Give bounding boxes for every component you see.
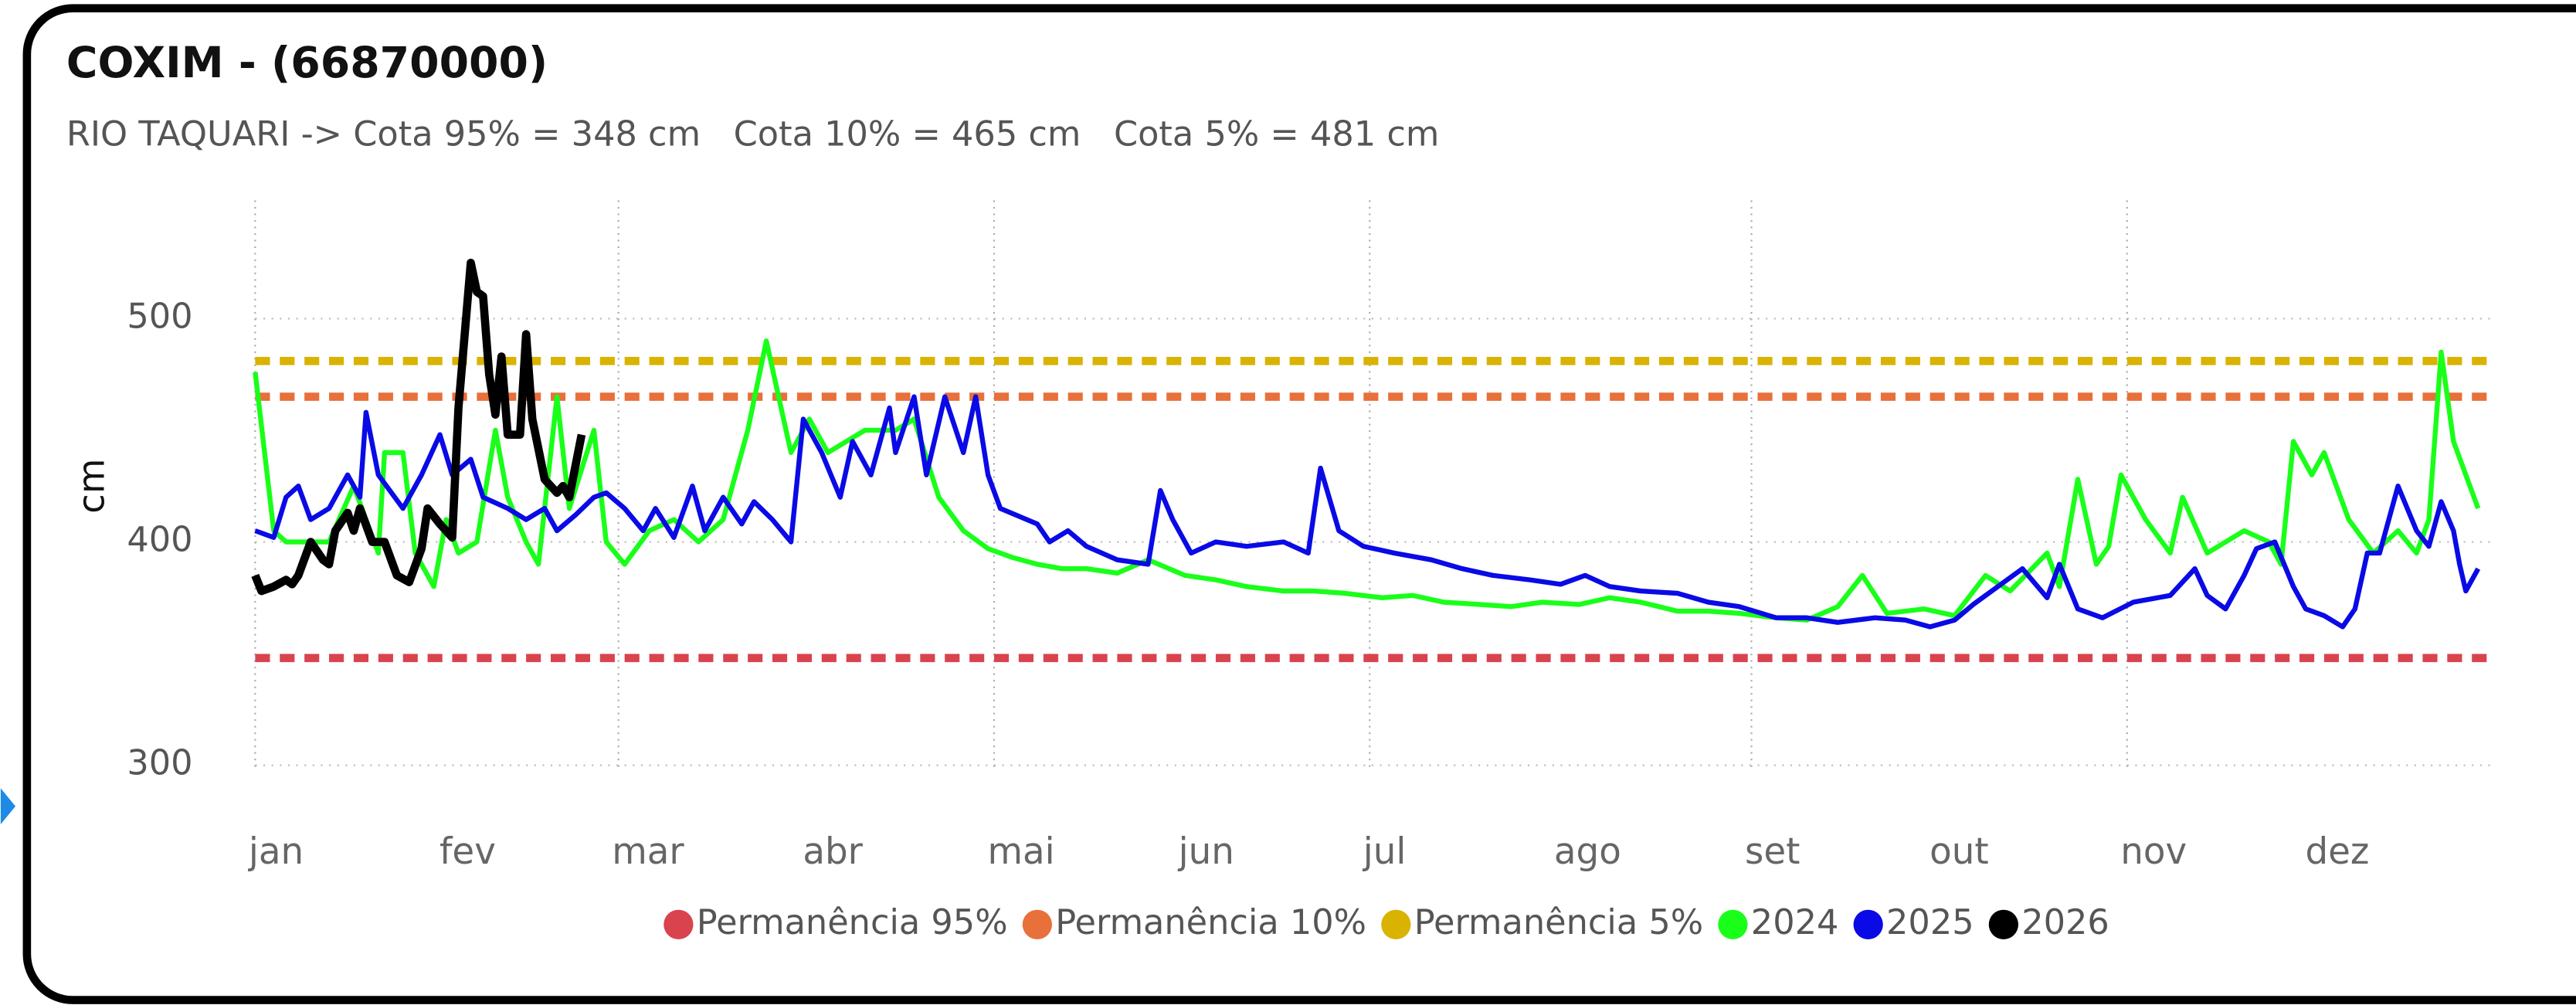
legend-label: Permanência 5% — [1414, 902, 1703, 942]
x-tick-label: nov — [2120, 831, 2187, 873]
y-tick-label: 500 — [127, 296, 192, 336]
legend-swatch — [1718, 909, 1748, 939]
legend-swatch — [1381, 909, 1411, 939]
series-line — [251, 258, 586, 596]
y-tick-label: 300 — [127, 743, 192, 783]
chart-subtitle: RIO TAQUARI -> Cota 95% = 348 cm Cota 10… — [66, 114, 1439, 154]
side-arrow — [0, 788, 15, 825]
legend-label: 2024 — [1751, 902, 1839, 942]
series-line — [254, 394, 2481, 630]
y-axis-label: cm — [72, 459, 114, 514]
x-tick-label: out — [1929, 831, 1989, 873]
legend-swatch — [1988, 909, 2019, 939]
legend-swatch — [1022, 909, 1052, 939]
x-tick-label: abr — [803, 831, 863, 873]
legend-label: Permanência 10% — [1055, 902, 1366, 942]
legend-label: 2026 — [2021, 902, 2109, 942]
legend-swatch — [1853, 909, 1883, 939]
x-tick-label: jan — [248, 831, 304, 873]
x-tick-label: jun — [1178, 831, 1234, 873]
x-tick-label: set — [1745, 831, 1800, 873]
x-tick-label: dez — [2305, 831, 2369, 873]
legend: Permanência 95% Permanência 10% Permanênci… — [664, 902, 2109, 942]
card-frame — [22, 4, 2576, 1004]
legend-label: Permanência 95% — [697, 902, 1008, 942]
chart-title: COXIM - (66870000) — [66, 39, 548, 88]
x-tick-label: fev — [440, 831, 496, 873]
x-tick-label: jul — [1363, 831, 1407, 873]
y-tick-label: 400 — [127, 520, 192, 560]
x-tick-label: ago — [1554, 831, 1621, 873]
legend-swatch — [664, 909, 694, 939]
legend-label: 2025 — [1886, 902, 1974, 942]
series-line — [253, 338, 2481, 623]
x-tick-label: mai — [987, 831, 1054, 873]
x-tick-label: mar — [612, 831, 684, 873]
